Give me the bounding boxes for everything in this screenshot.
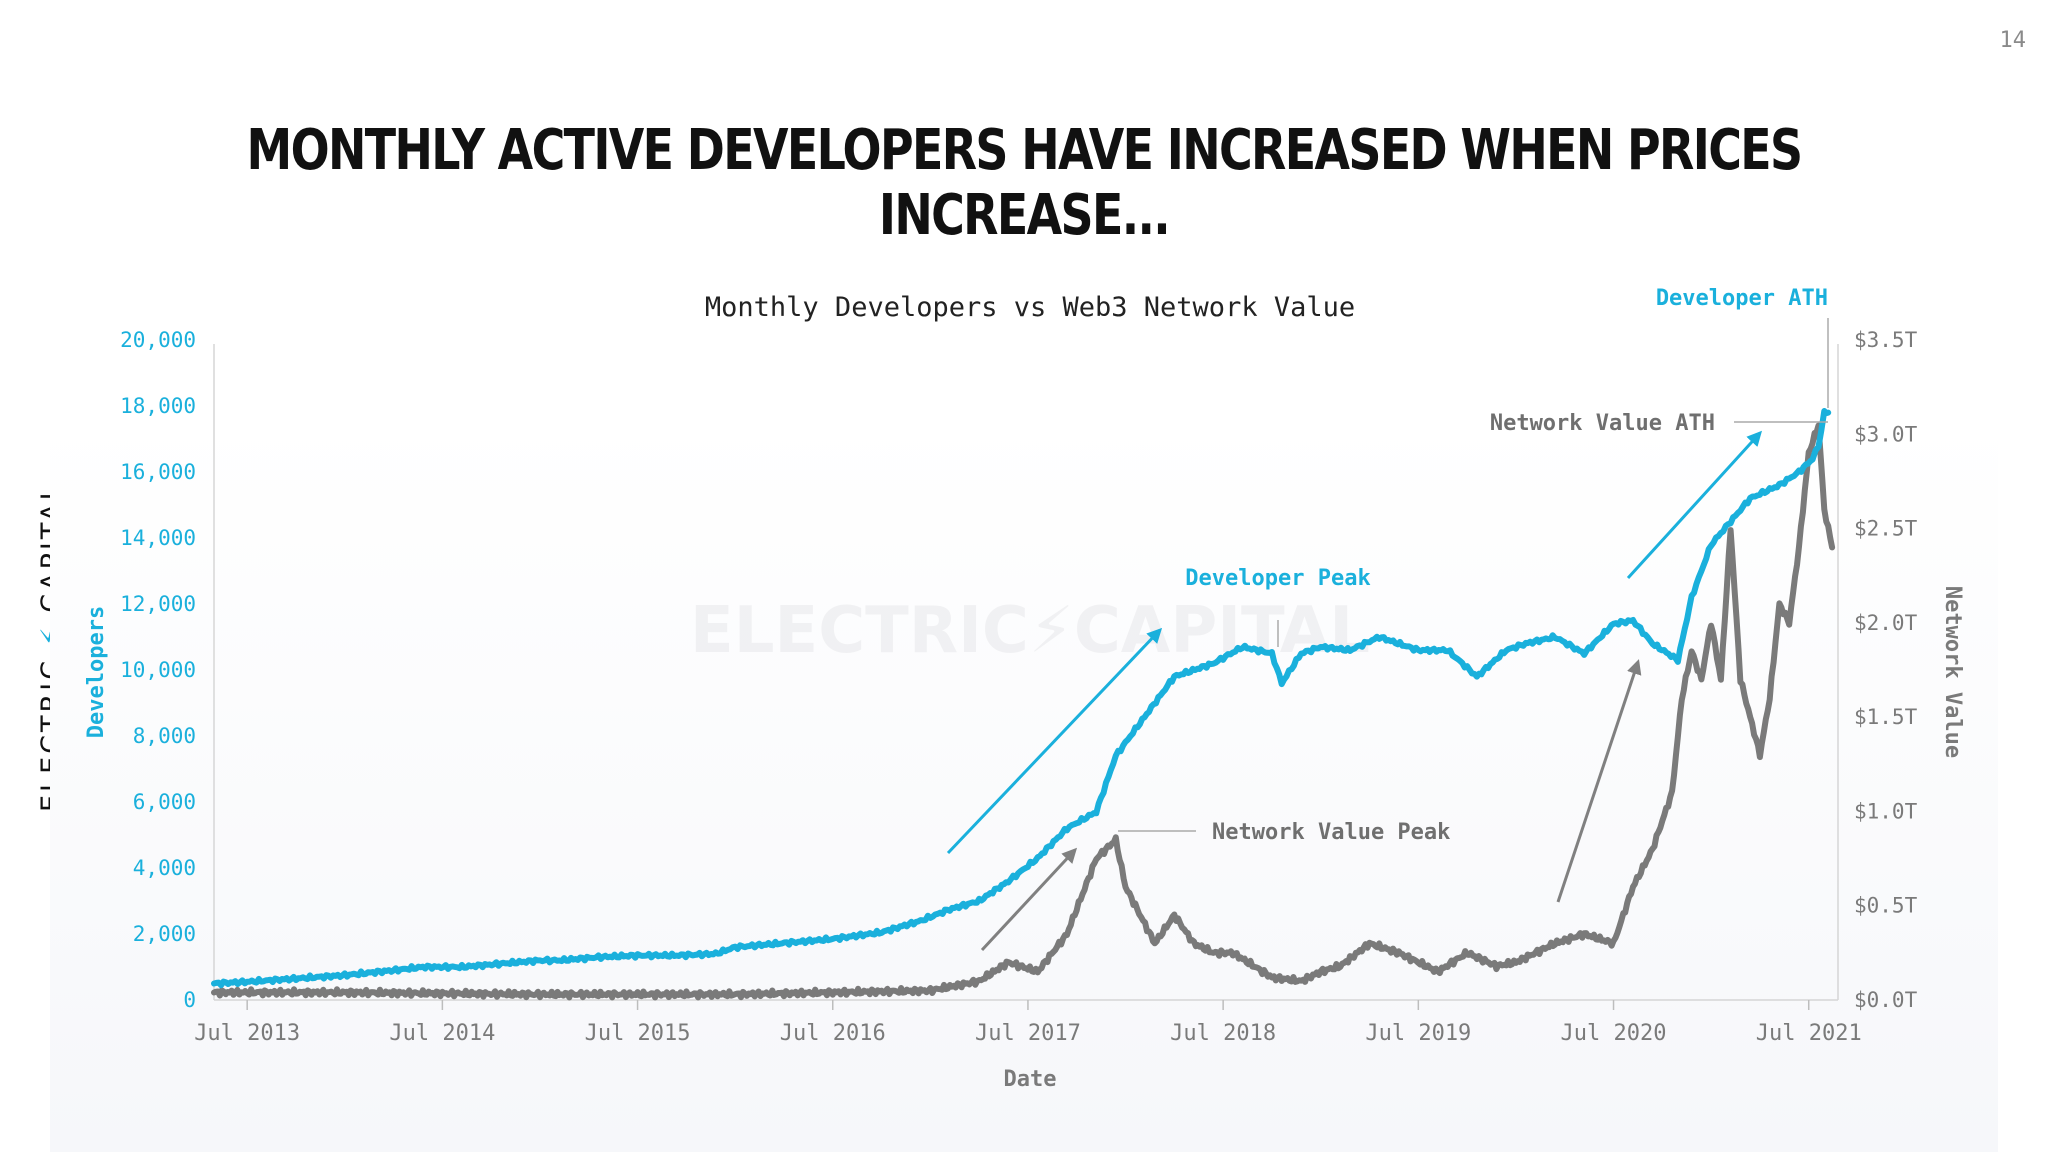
network-value-ath-arrow <box>1556 659 1642 903</box>
x-tick-label: Jul 2014 <box>389 1021 495 1046</box>
x-tick-label: Jul 2021 <box>1756 1021 1862 1046</box>
x-tick-label: Jul 2020 <box>1561 1021 1667 1046</box>
annotation-network-value-peak: Network Value Peak <box>1212 820 1450 845</box>
y-right-axis-title: Network Value <box>1940 586 1965 758</box>
y-left-tick-label: 14,000 <box>120 526 196 550</box>
y-left-tick-label: 2,000 <box>133 922 196 946</box>
x-tick-label: Jul 2017 <box>975 1021 1081 1046</box>
y-left-tick-label: 12,000 <box>120 592 196 616</box>
page-title: Monthly Active Developers Have Increased… <box>246 118 1804 248</box>
chart-title: Monthly Developers vs Web3 Network Value <box>705 292 1355 323</box>
series-line-developers <box>211 408 1832 989</box>
network-value-growth-arrow <box>980 847 1078 952</box>
developer-growth-arrow <box>946 627 1163 855</box>
y-right-tick-label: $0.0T <box>1854 988 1918 1012</box>
developer-ath-arrow <box>1626 430 1763 580</box>
x-tick-label: Jul 2019 <box>1365 1021 1471 1046</box>
x-tick-label: Jul 2015 <box>585 1021 691 1046</box>
annotation-developer-peak: Developer Peak <box>1185 566 1370 591</box>
y-right-tick-label: $3.0T <box>1854 422 1918 446</box>
x-tick-label: Jul 2016 <box>780 1021 886 1046</box>
y-right-tick-label: $1.0T <box>1854 799 1918 823</box>
y-left-axis-title: Developers <box>84 606 109 738</box>
y-right-tick-label: $2.5T <box>1854 517 1918 541</box>
y-right-tick-label: $2.0T <box>1854 611 1918 635</box>
y-right-tick-label: $3.5T <box>1854 328 1918 352</box>
series-line-network-value <box>211 422 1836 1001</box>
y-left-tick-label: 0 <box>183 988 196 1012</box>
page-number: 14 <box>1999 28 2027 53</box>
annotation-developer-ath: Developer ATH <box>1656 286 1828 311</box>
y-right-tick-label: $1.5T <box>1854 705 1918 729</box>
y-left-tick-label: 6,000 <box>133 790 196 814</box>
y-right-tick-label: $0.5T <box>1854 894 1918 918</box>
right-axis-ticks: $0.0T $0.5T $1.0T $1.5T $2.0T $2.5T $3.0T $3.5T <box>1854 328 1918 1012</box>
y-left-tick-label: 8,000 <box>133 724 196 748</box>
y-left-tick-label: 18,000 <box>120 394 196 418</box>
x-tick-label: Jul 2013 <box>194 1021 300 1046</box>
y-left-tick-label: 20,000 <box>120 328 196 352</box>
left-axis-ticks: 0 2,000 4,000 6,000 8,000 10,000 12,000 14,000 1… <box>120 328 196 1012</box>
x-axis-ticks: Jul 2013 Jul 2014 Jul 2015 Jul 2016 Jul 2017… <box>194 1000 1862 1046</box>
y-left-tick-label: 4,000 <box>133 856 196 880</box>
annotation-network-value-ath: Network Value ATH <box>1490 411 1715 436</box>
watermark: ELECTRIC⚡CAPITAL <box>690 594 1370 668</box>
y-left-tick-label: 10,000 <box>120 658 196 682</box>
x-tick-label: Jul 2018 <box>1170 1021 1276 1046</box>
y-left-tick-label: 16,000 <box>120 460 196 484</box>
x-axis-title: Date <box>1004 1067 1057 1092</box>
